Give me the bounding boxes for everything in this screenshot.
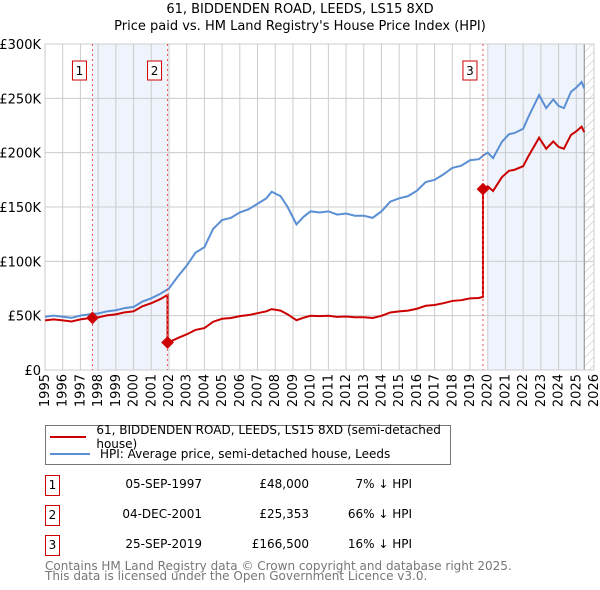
x-tick-label: 2001	[144, 374, 159, 407]
x-tick-label: 2024	[552, 374, 567, 407]
plot-area: 1995 1996 1997 1998 1999 2000 2001 2002 2003 2004…	[0, 38, 600, 407]
legend-swatch-property	[50, 435, 87, 438]
x-tick-label: 1998	[91, 374, 106, 407]
sale-point	[161, 336, 174, 349]
sale-price: £48,000	[259, 477, 309, 491]
sale-price: £166,500	[251, 537, 309, 551]
property-price-line	[44, 125, 586, 344]
sale-label-box	[71, 60, 87, 81]
sale-label: 3	[466, 64, 474, 78]
sale-label: 2	[151, 64, 159, 78]
footer-copyright: Contains HM Land Registry data © Crown c…	[45, 559, 512, 573]
sale-number-badge: 1	[45, 475, 60, 496]
x-tick-label: 2022	[516, 374, 531, 407]
x-tick-label: 2007	[251, 374, 266, 407]
x-tick-label: 1996	[56, 374, 71, 407]
chart-subtitle: Price paid vs. HM Land Registry's House …	[114, 19, 486, 34]
sale-number-badge: 2	[45, 505, 60, 526]
x-tick-label: 2009	[286, 374, 301, 407]
x-tick-label: 2023	[534, 374, 549, 407]
x-tick-label: 2005	[215, 374, 230, 407]
hpi-line	[44, 80, 586, 319]
x-tick-label: 2002	[162, 374, 177, 407]
x-tick-label: 2020	[481, 374, 496, 407]
sale-row: 2 04-DEC-2001 £25,353 66% ↓ HPI	[45, 505, 445, 527]
x-tick-label: 2013	[357, 374, 372, 407]
x-tick-label: 2010	[304, 374, 319, 407]
legend-label-property: 61, BIDDENDEN ROAD, LEEDS, LS15 8XD (sem…	[96, 422, 441, 451]
sale-hpi-diff: 66% ↓ HPI	[347, 507, 412, 521]
x-tick-label: 2018	[445, 374, 460, 407]
x-tick-label: 1997	[73, 374, 88, 407]
y-tick-label: £100K	[0, 255, 41, 270]
sale-hpi-diff: 16% ↓ HPI	[347, 537, 412, 551]
x-tick-label: 2000	[127, 374, 142, 407]
sale-point	[476, 182, 490, 196]
x-tick-label: 2019	[463, 374, 478, 407]
x-tick-label: 2014	[374, 374, 389, 407]
sale-date: 05-SEP-1997	[125, 477, 202, 491]
x-tick-label: 2017	[428, 374, 443, 407]
x-tick-label: 2016	[410, 374, 425, 407]
sale-date: 25-SEP-2019	[125, 537, 202, 551]
legend-item-hpi: HPI: Average price, semi-detached house,…	[50, 445, 390, 462]
sale-label-box	[147, 60, 163, 81]
y-tick-label: £300K	[0, 38, 41, 53]
y-tick-label: £0	[24, 364, 41, 379]
sale-label-box	[462, 60, 478, 81]
footer-licence: This data is licensed under the Open Gov…	[45, 569, 428, 583]
y-tick-label: £50K	[8, 310, 42, 325]
y-tick-label: £250K	[0, 92, 41, 107]
x-tick-label: 2011	[321, 374, 336, 407]
x-tick-label: 2015	[392, 374, 407, 407]
sale-label: 1	[76, 64, 84, 78]
x-tick-label: 2004	[197, 374, 212, 407]
plot-border	[44, 43, 595, 371]
legend-item-property: 61, BIDDENDEN ROAD, LEEDS, LS15 8XD (sem…	[50, 423, 450, 451]
x-tick-label: 2006	[233, 374, 248, 407]
x-tick-label: 2021	[498, 374, 513, 407]
legend: 61, BIDDENDEN ROAD, LEEDS, LS15 8XD (sem…	[45, 423, 451, 465]
sale-point	[86, 311, 99, 325]
x-tick-label: 2026	[587, 374, 600, 407]
legend-swatch-hpi	[50, 452, 90, 455]
x-tick-label: 2008	[268, 374, 283, 407]
legend-label-hpi: HPI: Average price, semi-detached house,…	[100, 446, 391, 461]
x-tick-label: 2025	[569, 374, 584, 407]
sale-row: 3 25-SEP-2019 £166,500 16% ↓ HPI	[45, 535, 445, 557]
x-tick-label: 1995	[38, 374, 53, 407]
sale-number-badge: 3	[45, 535, 60, 556]
x-tick-label: 2012	[339, 374, 354, 407]
sale-price: £25,353	[259, 507, 309, 521]
sale-date: 04-DEC-2001	[122, 507, 202, 521]
x-tick-label: 2003	[180, 374, 195, 407]
chart-title: 61, BIDDENDEN ROAD, LEEDS, LS15 8XD	[166, 2, 434, 17]
sale-row: 1 05-SEP-1997 £48,000 7% ↓ HPI	[45, 475, 445, 497]
y-tick-label: £200K	[0, 147, 41, 162]
sale-hpi-diff: 7% ↓ HPI	[355, 477, 412, 491]
y-tick-label: £150K	[0, 201, 41, 216]
x-tick-label: 1999	[109, 374, 124, 407]
